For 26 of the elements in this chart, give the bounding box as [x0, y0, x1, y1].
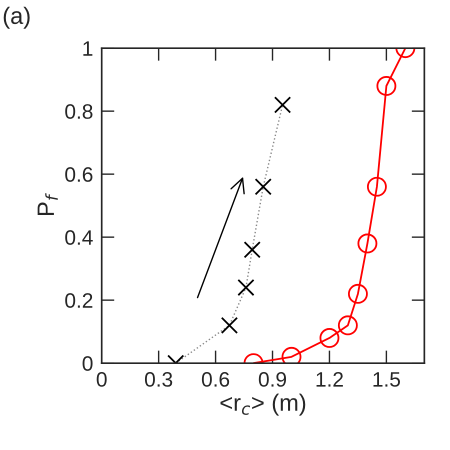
point — [237, 279, 254, 296]
y-tick-label: 1 — [83, 41, 92, 56]
x-tick-label: 0.3 — [144, 372, 172, 387]
point — [254, 178, 272, 196]
point — [357, 234, 378, 254]
y-tick-label: 0.6 — [65, 167, 92, 182]
y-tick-label: 0.2 — [65, 293, 92, 308]
x-tick-label: 0.6 — [202, 372, 230, 387]
y-axis-title: P$_{f}$ — [38, 193, 58, 216]
y-tick-label: 0 — [82, 356, 93, 371]
y-tick-label: 0.8 — [65, 104, 92, 119]
point — [274, 96, 292, 114]
point — [320, 328, 340, 348]
point — [220, 316, 238, 334]
point — [244, 241, 261, 258]
y-tick-label: 0.4 — [65, 230, 93, 245]
point — [366, 176, 387, 197]
text: (a) — [4, 6, 30, 29]
point — [338, 315, 358, 336]
point — [376, 76, 396, 96]
x-tick-label: 1.2 — [316, 372, 343, 387]
x-tick-label: 1.5 — [374, 372, 400, 387]
x-axis-title: <r$_{c}$> (m) — [220, 394, 306, 416]
point — [348, 284, 368, 304]
x-tick-label: 0.9 — [258, 372, 286, 387]
x-tick-label: 0 — [96, 372, 107, 387]
